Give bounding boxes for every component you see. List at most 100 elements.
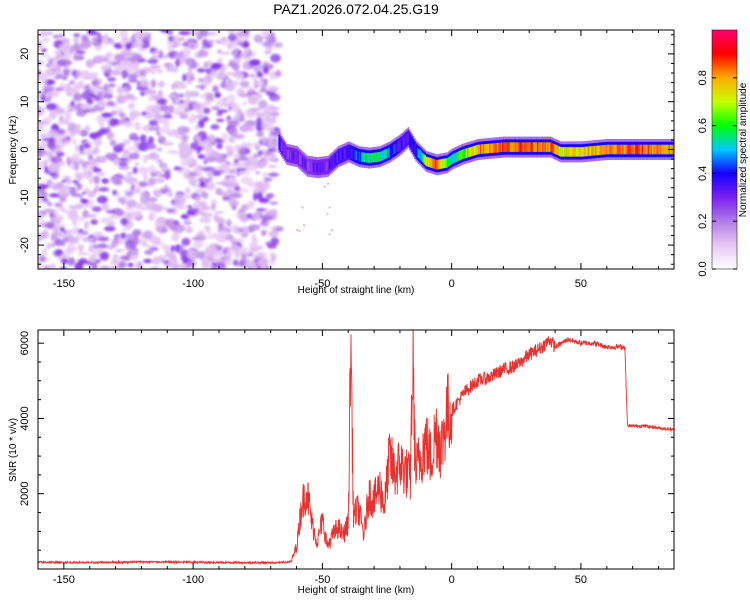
noise-blob <box>261 120 267 130</box>
noise-blob <box>81 198 89 205</box>
ridge-cell <box>447 157 450 167</box>
noise-blob <box>121 152 130 159</box>
noise-blob <box>253 81 264 87</box>
noise-blob <box>248 224 261 231</box>
ridge-cell <box>520 142 522 152</box>
colorbar-ticks: 0.0 0.2 0.4 0.6 0.8 <box>697 70 737 277</box>
noise-blob <box>186 250 197 259</box>
noise-blob <box>97 236 110 242</box>
ridge-cell <box>467 147 469 158</box>
ridge-cell <box>397 141 399 152</box>
noise-blob <box>144 249 154 255</box>
noise-blob <box>129 132 139 141</box>
ridge-cell <box>486 143 488 154</box>
ridge-cell <box>513 142 516 152</box>
noise-blob <box>129 110 141 118</box>
noise-blob <box>231 62 240 71</box>
noise-blob <box>177 52 184 57</box>
spectrogram-y-tick-label: 0 <box>19 146 31 152</box>
snr-y-ticks: 2000 4000 6000 <box>19 331 674 570</box>
noise-blob <box>56 182 62 189</box>
noise-blob <box>192 102 202 110</box>
ridge-cell <box>409 135 411 145</box>
noise-blob <box>193 239 204 249</box>
noise-blob <box>63 110 72 119</box>
noise-blob <box>245 259 255 268</box>
noise-blob <box>71 138 77 145</box>
ridge-cell <box>321 162 323 172</box>
ridge-cell <box>288 150 291 160</box>
noise-blob <box>204 156 217 163</box>
noise-blob <box>142 69 147 75</box>
noise-blob <box>55 249 63 256</box>
ridge-cell <box>487 143 490 154</box>
ridge-cell <box>295 151 297 162</box>
noise-blob <box>272 106 280 112</box>
ridge-cell <box>502 142 504 153</box>
noise-blob <box>272 96 280 101</box>
noise-blob <box>52 231 63 236</box>
noise-blob <box>66 156 71 166</box>
noise-blob <box>216 118 225 123</box>
noise-blob <box>55 73 64 79</box>
noise-blob <box>263 78 268 86</box>
noise-blob <box>107 77 117 82</box>
noise-blob <box>127 262 134 268</box>
noise-blob <box>113 157 119 166</box>
noise-blob <box>209 250 215 258</box>
noise-blob <box>39 31 48 37</box>
noise-blob <box>132 236 140 246</box>
noise-blob <box>162 141 174 146</box>
ridge-cell <box>415 146 417 156</box>
noise-blob <box>79 80 84 85</box>
ridge-cell <box>465 148 468 158</box>
ridge-cell <box>591 146 593 156</box>
noise-blob <box>200 167 212 171</box>
ridge-cell <box>411 139 414 150</box>
ridge-cell <box>458 151 460 161</box>
ridge-cell <box>348 147 350 157</box>
noise-blob <box>91 263 98 269</box>
noise-blob <box>135 202 144 210</box>
ridge-cell <box>399 139 402 150</box>
ridge-cell <box>374 152 376 163</box>
noise-blob <box>225 78 230 86</box>
noise-blob <box>110 175 122 184</box>
noise-blob <box>56 59 67 67</box>
noise-blob <box>214 210 224 214</box>
spectrogram-x-tick-label: -150 <box>53 278 75 290</box>
noise-blob <box>267 38 276 43</box>
ridge-cell <box>600 145 602 155</box>
noise-blob <box>254 182 265 188</box>
noise-blob <box>166 40 175 46</box>
noise-blob <box>208 179 213 188</box>
noise-blob <box>105 152 113 160</box>
colorbar-tick-label: 0.8 <box>697 70 709 85</box>
ridge-cell <box>583 146 585 157</box>
ridge-cell <box>281 141 283 152</box>
noise-blob <box>45 103 57 111</box>
noise-blob <box>152 170 162 175</box>
ridge-cell <box>533 142 535 152</box>
noise-blob <box>242 34 251 39</box>
ridge-cell <box>430 158 433 168</box>
noise-blob <box>234 238 246 243</box>
ridge-cell <box>566 147 569 157</box>
ridge-cell <box>381 150 384 161</box>
noise-blob <box>107 83 116 88</box>
ridge-cell <box>498 142 500 153</box>
ridge-cell <box>353 149 355 160</box>
noise-blob <box>38 124 44 130</box>
ridge-cell <box>446 158 448 168</box>
noise-blob <box>101 112 113 118</box>
noise-blob <box>263 106 273 115</box>
noise-blob <box>261 172 269 179</box>
noise-blob <box>270 53 281 63</box>
noise-blob <box>206 60 213 66</box>
ridge-cell <box>571 147 574 157</box>
ridge-cell <box>539 142 541 152</box>
noise-blob <box>142 32 150 38</box>
noise-blob <box>144 143 157 150</box>
noise-blob <box>268 86 279 93</box>
noise-blob <box>72 226 80 232</box>
